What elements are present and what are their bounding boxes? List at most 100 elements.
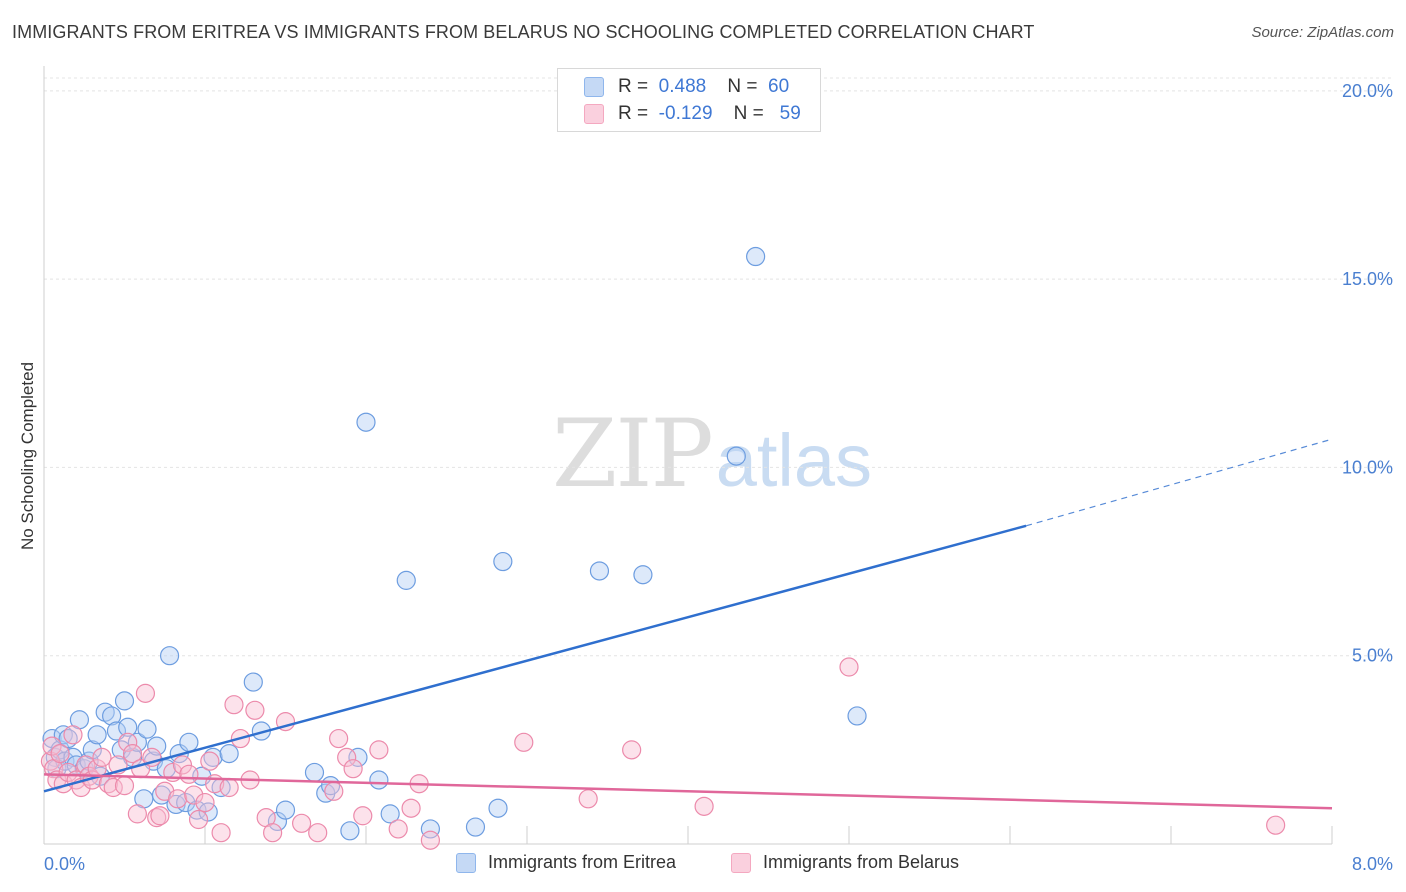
point-eritrea [179,732,199,752]
trend-line-belarus [43,773,1333,810]
point-belarus [839,657,859,677]
point-eritrea [127,732,147,752]
legend-n-label: N = [733,103,764,124]
point-eritrea [369,770,389,790]
grid [44,77,1392,657]
point-eritrea [118,717,138,737]
chart-title: IMMIGRANTS FROM ERITREA VS IMMIGRANTS FR… [12,22,1035,42]
point-belarus [122,744,143,764]
point-eritrea [304,762,325,783]
trend-line-eritrea [43,524,1027,793]
legend-r-label: R = [618,103,649,124]
legend-r-value: -0.129 [658,103,713,124]
point-eritrea [137,719,157,739]
legend: R = 0.488 N = 60 R = -0.129 N = 59 [557,68,821,132]
point-eritrea [42,728,62,749]
trend-line-eritrea-extension [1025,438,1333,527]
bottom-legend-swatch-belarus [731,852,751,873]
point-belarus [224,695,244,715]
point-belarus [172,755,193,775]
watermark-atlas: atlas [715,419,873,502]
point-eritrea [111,740,131,760]
point-belarus [184,785,204,805]
point-eritrea [219,744,239,764]
point-belarus [337,747,357,767]
legend-n-value: 59 [779,103,801,124]
point-eritrea [726,446,746,466]
point-belarus [329,728,349,749]
y-tick-label: 10.0% [1342,457,1393,477]
point-eritrea [102,706,122,726]
point-belarus [1266,815,1286,835]
axes [43,66,1333,845]
point-belarus [42,736,62,756]
point-eritrea [203,747,223,767]
point-belarus [388,819,408,839]
legend-n-label: N = [727,76,758,97]
legend-r-label: R = [618,76,649,97]
y-tick-label: 5.0% [1352,646,1393,666]
point-eritrea [114,691,135,711]
point-belarus [694,796,714,816]
point-eritrea [847,706,867,726]
point-eritrea [356,412,376,432]
point-belarus [127,804,147,824]
point-eritrea [396,570,416,590]
y-tick-label: 15.0% [1342,269,1393,289]
point-belarus [147,808,167,828]
trend-lines [43,438,1333,810]
y-tick-label: 20.0% [1342,81,1393,101]
point-belarus [514,732,534,752]
point-belarus [263,823,283,843]
bottom-legend-belarus: Immigrants from Belarus [731,852,959,873]
point-belarus [369,740,389,760]
watermark-zip: ZIP [552,400,714,509]
point-eritrea [589,561,610,581]
point-eritrea [243,672,263,692]
point-belarus [200,751,220,771]
point-eritrea [488,798,508,818]
legend-row-belarus: R = -0.129 N = 59 [584,102,801,126]
point-belarus [195,792,215,813]
tick-labels: 5.0% 10.0% 15.0% 20.0% 0.0% 8.0% [44,81,1393,874]
point-belarus [324,781,344,801]
point-eritrea [380,804,400,824]
point-belarus [420,830,440,850]
points [40,246,1286,850]
x-tick-label: 8.0% [1352,854,1393,874]
point-belarus [118,732,138,752]
bottom-legend-swatch-eritrea [456,852,476,873]
legend-row-eritrea: R = 0.488 N = 60 [584,75,789,99]
point-eritrea [465,817,486,837]
point-eritrea [493,551,513,572]
point-eritrea [746,246,766,267]
point-belarus [401,798,421,818]
point-belarus [578,789,598,809]
point-belarus [353,806,373,826]
point-eritrea [151,785,172,805]
point-belarus [343,759,363,779]
point-eritrea [159,646,180,666]
point-belarus [92,747,112,767]
point-belarus [50,744,70,764]
point-belarus [63,725,83,745]
point-belarus [245,700,265,720]
point-belarus [308,823,328,843]
point-eritrea [147,736,167,756]
point-belarus [211,823,231,843]
x-tick-label: 0.0% [44,854,85,874]
point-belarus [135,683,156,703]
legend-swatch-belarus [584,104,604,124]
point-belarus [622,740,642,760]
legend-swatch-eritrea [584,77,604,97]
legend-n-value: 60 [768,76,790,97]
point-belarus [150,806,170,826]
source-credit: Source: ZipAtlas.com [1251,24,1394,41]
point-belarus [114,776,135,796]
bottom-legend-label-belarus: Immigrants from Belarus [763,852,960,872]
watermark: ZIPatlas [552,400,872,509]
point-eritrea [340,821,360,841]
point-eritrea [633,565,653,585]
point-eritrea [267,811,288,832]
